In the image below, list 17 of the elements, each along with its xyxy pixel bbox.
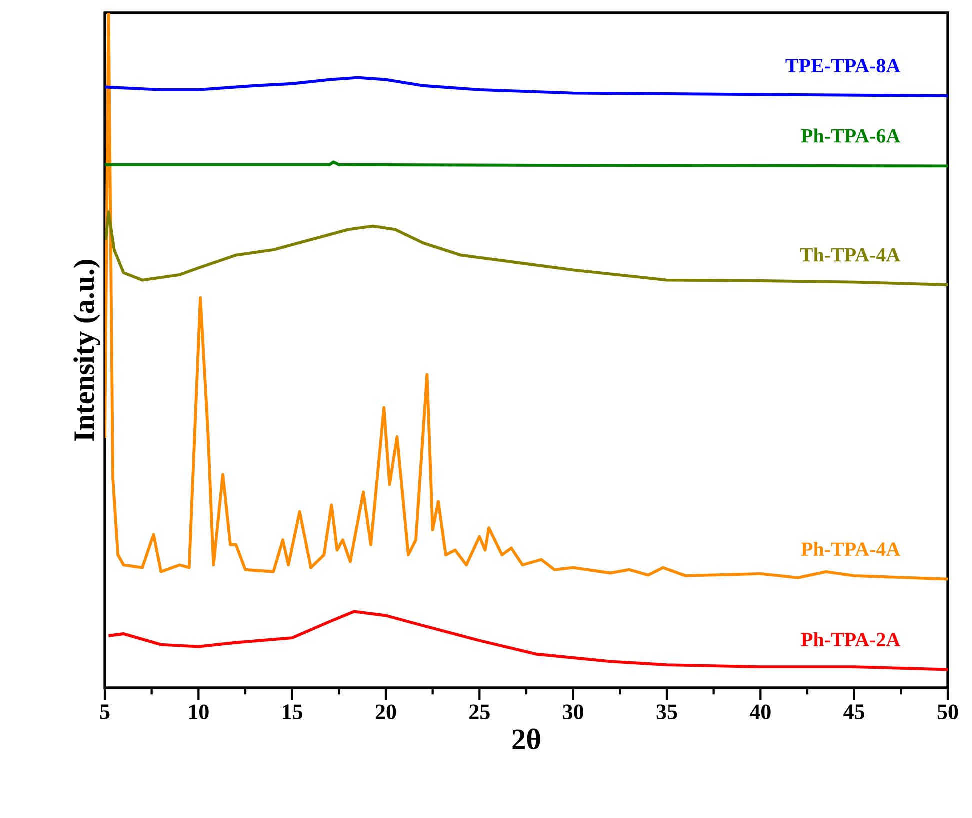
x-tick-label: 20 [376,704,396,720]
x-tick-label: 45 [844,704,865,720]
series-label: Ph-TPA-4A [801,542,900,556]
x-tick-label: 25 [470,704,490,720]
x-tick-label: 35 [656,704,678,720]
series-label: TPE-TPA-8A [786,59,900,73]
x-tick-label: 15 [283,704,303,720]
series-label: Ph-TPA-2A [801,632,900,646]
y-axis-title: Intensity (a.u.) [74,260,100,442]
series-label: Th-TPA-4A [800,248,900,262]
x-tick-label: 10 [189,704,209,720]
x-tick-label: 5 [100,704,110,720]
x-axis-title: 2θ [512,728,540,750]
x-tick-label: 50 [938,704,958,720]
series-label: Ph-TPA-6A [801,128,900,143]
x-tick-label: 30 [563,704,584,720]
x-tick-label: 40 [750,704,771,720]
